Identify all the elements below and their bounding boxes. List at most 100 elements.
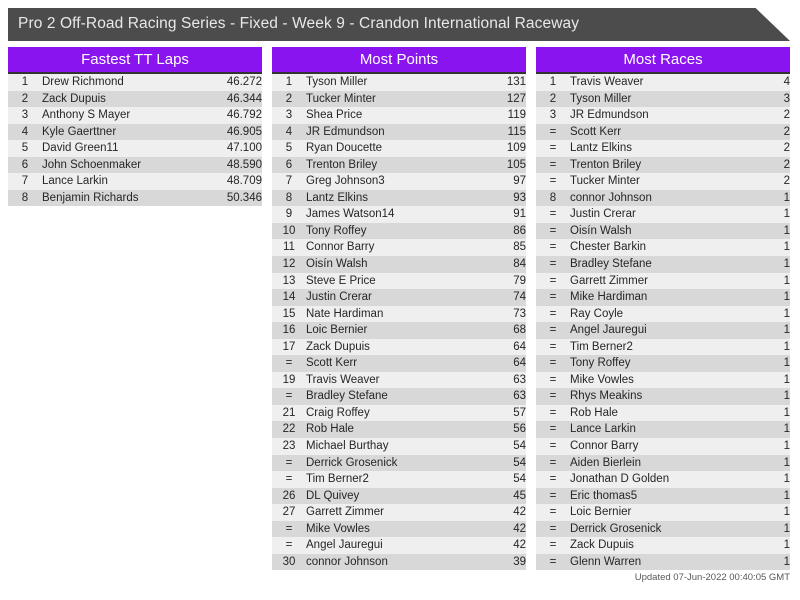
table-row: = Lantz Elkins 2 bbox=[536, 140, 790, 157]
row-position: = bbox=[549, 125, 557, 138]
row-driver-name: Mike Vowles bbox=[570, 373, 634, 386]
row-value: 4 bbox=[783, 76, 790, 88]
table-row: = Eric thomas5 1 bbox=[536, 487, 790, 505]
row-position: 4 bbox=[285, 125, 293, 138]
row-position: 1 bbox=[21, 76, 29, 88]
row-driver-name: Ray Coyle bbox=[570, 307, 624, 320]
table-row: 30 connor Johnson 39 bbox=[272, 553, 526, 571]
table-row: = Scott Kerr 2 bbox=[536, 123, 790, 141]
row-position: = bbox=[549, 473, 557, 486]
row-value: 48.590 bbox=[226, 158, 262, 171]
table-body: 1 Drew Richmond 46.272 2 Zack Dupuis 46.344 3 A… bbox=[8, 74, 262, 207]
table-row: = Chester Barkin 1 bbox=[536, 239, 790, 257]
row-value: 54 bbox=[513, 456, 526, 469]
row-position: = bbox=[285, 522, 293, 535]
column-header-most-points: Most Points bbox=[272, 47, 526, 74]
table-row: 4 Kyle Gaerttner 46.905 bbox=[8, 123, 262, 141]
row-position: = bbox=[549, 440, 557, 453]
row-value: 74 bbox=[513, 291, 526, 304]
row-driver-name: John Schoenmaker bbox=[42, 158, 142, 171]
row-value: 1 bbox=[783, 324, 790, 337]
table-row: = Trenton Briley 2 bbox=[536, 156, 790, 174]
table-row: 2 Zack Dupuis 46.344 bbox=[8, 90, 262, 108]
row-value: 1 bbox=[783, 373, 790, 386]
row-position: = bbox=[549, 373, 557, 386]
row-driver-name: Scott Kerr bbox=[306, 357, 358, 370]
table-row: 16 Loic Bernier 68 bbox=[272, 322, 526, 339]
row-driver-name: Travis Weaver bbox=[306, 373, 380, 386]
row-driver-name: Greg Johnson3 bbox=[306, 175, 385, 188]
row-value: 1 bbox=[783, 506, 790, 519]
row-position: 8 bbox=[21, 191, 29, 204]
row-position: 4 bbox=[21, 125, 29, 138]
row-driver-name: Connor Barry bbox=[570, 440, 639, 453]
row-position: 11 bbox=[283, 241, 295, 254]
row-driver-name: Rhys Meakins bbox=[570, 390, 643, 403]
row-driver-name: Tucker Minter bbox=[570, 175, 640, 188]
row-position: 1 bbox=[549, 76, 557, 88]
table-row: = Lance Larkin 1 bbox=[536, 421, 790, 439]
table-row: 8 Lantz Elkins 93 bbox=[272, 189, 526, 207]
row-value: 54 bbox=[513, 440, 526, 453]
table-row: = Ray Coyle 1 bbox=[536, 305, 790, 323]
row-driver-name: Garrett Zimmer bbox=[570, 274, 648, 287]
row-position: = bbox=[549, 539, 557, 552]
row-position: 22 bbox=[282, 423, 296, 436]
table-row: = Scott Kerr 64 bbox=[272, 355, 526, 372]
row-value: 64 bbox=[513, 340, 526, 353]
table-row: = Tim Berner2 54 bbox=[272, 471, 526, 488]
row-driver-name: Zack Dupuis bbox=[570, 539, 634, 552]
table-row: 12 Oisín Walsh 84 bbox=[272, 256, 526, 273]
row-driver-name: Tim Berner2 bbox=[570, 340, 633, 353]
table-body: 1 Tyson Miller 131 2 Tucker Minter 127 3 Shea P… bbox=[272, 74, 526, 571]
row-value: 1 bbox=[783, 258, 790, 271]
table-row: 4 JR Edmundson 115 bbox=[272, 123, 526, 141]
row-position: 17 bbox=[282, 340, 296, 353]
row-driver-name: Shea Price bbox=[306, 109, 363, 122]
row-position: = bbox=[549, 291, 557, 304]
row-value: 109 bbox=[506, 142, 526, 155]
row-driver-name: Mike Vowles bbox=[306, 522, 370, 535]
table-row: 6 John Schoenmaker 48.590 bbox=[8, 156, 262, 174]
row-position: 5 bbox=[21, 142, 29, 155]
row-driver-name: Aiden Bierlein bbox=[570, 456, 641, 469]
table-row: 1 Travis Weaver 4 bbox=[536, 74, 790, 91]
table-row: = Jonathan D Golden 1 bbox=[536, 471, 790, 488]
row-driver-name: Tyson Miller bbox=[306, 76, 368, 88]
table-row: 5 David Green11 47.100 bbox=[8, 140, 262, 157]
row-position: = bbox=[549, 423, 557, 436]
table-row: = Rhys Meakins 1 bbox=[536, 388, 790, 405]
table-row: = Tucker Minter 2 bbox=[536, 173, 790, 190]
row-driver-name: Kyle Gaerttner bbox=[42, 125, 117, 138]
row-value: 131 bbox=[506, 76, 526, 88]
table-row: 6 Trenton Briley 105 bbox=[272, 156, 526, 174]
row-driver-name: Lance Larkin bbox=[42, 175, 108, 188]
row-driver-name: Zack Dupuis bbox=[306, 340, 370, 353]
table-row: 5 Ryan Doucette 109 bbox=[272, 140, 526, 157]
row-value: 2 bbox=[783, 175, 790, 188]
row-value: 1 bbox=[783, 340, 790, 353]
row-driver-name: Mike Hardiman bbox=[570, 291, 648, 304]
row-position: = bbox=[285, 390, 293, 403]
row-driver-name: Justin Crerar bbox=[306, 291, 372, 304]
row-position: 16 bbox=[282, 324, 296, 337]
row-driver-name: Nate Hardiman bbox=[306, 307, 384, 320]
row-value: 46.344 bbox=[226, 92, 262, 105]
row-position: = bbox=[549, 522, 557, 535]
row-value: 1 bbox=[783, 440, 790, 453]
table-row: = Mike Hardiman 1 bbox=[536, 289, 790, 306]
table-row: 3 JR Edmundson 2 bbox=[536, 107, 790, 124]
row-driver-name: Chester Barkin bbox=[570, 241, 647, 254]
row-value: 1 bbox=[783, 406, 790, 419]
row-driver-name: Scott Kerr bbox=[570, 125, 622, 138]
row-driver-name: Angel Jauregui bbox=[570, 324, 647, 337]
row-value: 1 bbox=[783, 191, 790, 204]
row-driver-name: Rob Hale bbox=[306, 423, 354, 436]
row-driver-name: Garrett Zimmer bbox=[306, 506, 384, 519]
row-value: 1 bbox=[783, 307, 790, 320]
table-row: 21 Craig Roffey 57 bbox=[272, 404, 526, 422]
row-value: 1 bbox=[783, 390, 790, 403]
row-driver-name: Derrick Grosenick bbox=[306, 456, 398, 469]
row-value: 42 bbox=[513, 506, 526, 519]
